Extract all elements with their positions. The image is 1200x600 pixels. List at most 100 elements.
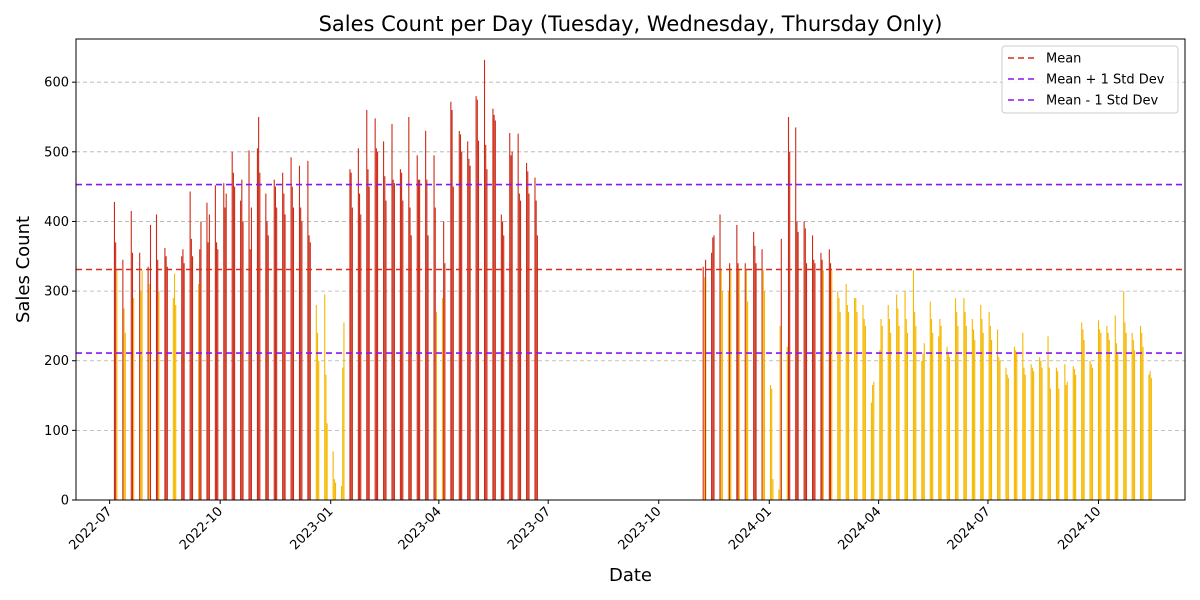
- bar: [298, 165, 301, 501]
- bar: [769, 385, 772, 500]
- bars: [113, 59, 1152, 501]
- bar: [737, 263, 739, 500]
- bar: [148, 284, 150, 500]
- bar: [1047, 336, 1049, 500]
- bar: [914, 311, 916, 500]
- bar: [291, 186, 293, 501]
- bar: [822, 270, 824, 500]
- bar: [747, 301, 749, 500]
- bar: [366, 110, 368, 500]
- bar: [350, 172, 352, 501]
- bar: [1099, 329, 1101, 500]
- bar: [391, 123, 393, 500]
- bar: [199, 249, 201, 500]
- bar: [315, 305, 317, 500]
- bar: [1090, 364, 1092, 500]
- bar: [932, 332, 934, 500]
- bar: [915, 325, 917, 500]
- bar: [425, 130, 427, 500]
- bar: [334, 482, 337, 500]
- bar: [1023, 367, 1025, 500]
- bar: [309, 242, 311, 501]
- bar: [1007, 378, 1009, 500]
- bar: [416, 155, 418, 500]
- bar: [410, 235, 412, 501]
- bar: [787, 116, 790, 500]
- bar: [325, 374, 327, 500]
- bar: [1108, 339, 1110, 500]
- bar: [713, 235, 715, 501]
- bar: [190, 238, 192, 501]
- bar: [256, 148, 258, 500]
- bar: [971, 318, 973, 500]
- bar: [324, 294, 326, 500]
- bar: [778, 489, 780, 500]
- bar: [392, 179, 394, 501]
- bar: [1133, 350, 1136, 500]
- bar: [989, 325, 991, 500]
- bar: [402, 200, 404, 501]
- bar: [855, 298, 857, 500]
- bar: [804, 228, 806, 501]
- bar: [458, 130, 460, 500]
- bar: [1100, 332, 1102, 500]
- y-tick-label: 500: [44, 145, 69, 160]
- bar: [383, 141, 385, 500]
- bar: [922, 353, 924, 500]
- bar: [399, 169, 401, 501]
- bar: [477, 140, 480, 500]
- legend: Mean Mean + 1 Std Dev Mean - 1 Std Dev: [1001, 45, 1179, 114]
- bar: [946, 346, 948, 500]
- bar: [183, 263, 185, 500]
- bar: [997, 329, 999, 500]
- bar: [720, 270, 722, 500]
- bar: [234, 186, 236, 501]
- bar: [242, 221, 244, 501]
- bar: [771, 388, 773, 500]
- bar: [712, 237, 714, 500]
- bar: [182, 249, 184, 500]
- bar: [284, 214, 286, 501]
- bar: [873, 381, 875, 500]
- bar: [434, 207, 436, 501]
- bar: [1022, 332, 1024, 500]
- bar: [401, 172, 403, 501]
- bar: [779, 325, 781, 500]
- bar: [451, 110, 453, 500]
- bar: [796, 221, 798, 501]
- y-tick-label: 600: [44, 76, 69, 91]
- bar: [224, 207, 226, 501]
- bar: [240, 200, 242, 501]
- bar: [1097, 320, 1100, 500]
- bar: [705, 259, 707, 500]
- bar: [991, 339, 993, 500]
- bar: [745, 270, 747, 500]
- bar: [426, 179, 428, 501]
- bar: [535, 200, 537, 501]
- bar: [1115, 343, 1118, 500]
- bar: [139, 252, 141, 500]
- bar: [1013, 346, 1015, 500]
- bar: [797, 231, 799, 501]
- bar: [772, 479, 774, 500]
- bar: [441, 298, 444, 500]
- bar: [217, 249, 219, 500]
- bar: [140, 291, 142, 500]
- bar: [249, 249, 251, 500]
- bar: [1114, 315, 1116, 500]
- bar: [155, 214, 158, 501]
- chart-title: Sales Count per Day (Tuesday, Wednesday,…: [319, 12, 943, 36]
- bar: [981, 318, 983, 500]
- bar: [267, 235, 269, 501]
- y-axis-ticks: 0 100 200 300 400 500 600: [44, 76, 76, 509]
- bar: [820, 252, 822, 500]
- bar: [729, 263, 731, 500]
- bar: [485, 144, 487, 500]
- bar: [528, 193, 530, 501]
- bar: [283, 193, 285, 501]
- bar: [493, 114, 495, 500]
- bar: [1081, 322, 1083, 500]
- bar: [469, 165, 471, 501]
- bar: [375, 148, 377, 500]
- bar: [175, 305, 177, 500]
